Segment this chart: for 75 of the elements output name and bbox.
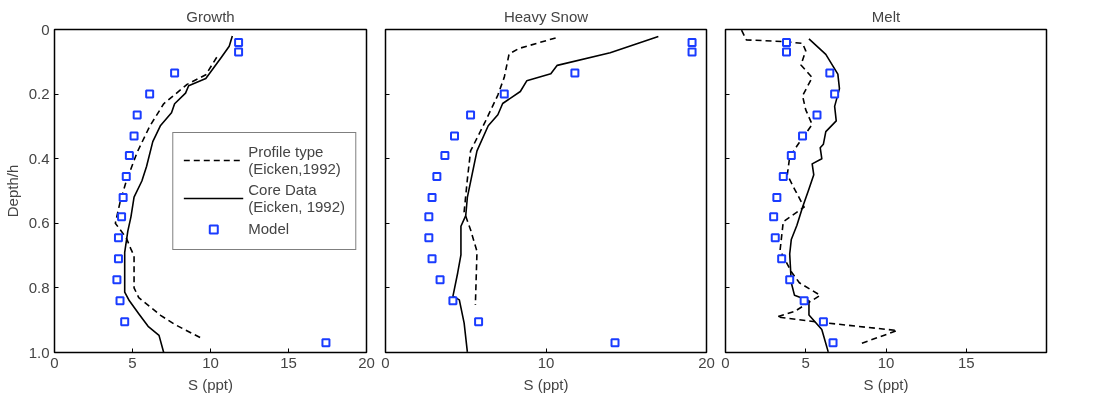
point bbox=[129, 131, 139, 141]
point bbox=[781, 37, 791, 47]
legend-label: Profile type (Eicken,1992) bbox=[248, 142, 341, 177]
point bbox=[687, 47, 697, 57]
point bbox=[818, 317, 828, 327]
point bbox=[830, 89, 840, 99]
y-tick-label: 0.6 bbox=[28, 214, 50, 232]
legend-label: Core Data (Eicken, 1992) bbox=[248, 180, 345, 215]
point bbox=[132, 110, 142, 120]
point bbox=[772, 192, 782, 202]
chart-title: Melt bbox=[871, 7, 901, 25]
point bbox=[499, 89, 509, 99]
point bbox=[777, 254, 787, 264]
point bbox=[124, 150, 134, 160]
point bbox=[786, 150, 796, 160]
x-tick-label: 10 bbox=[537, 353, 555, 371]
x-axis-title: S (ppt) bbox=[863, 375, 909, 393]
point bbox=[427, 254, 437, 264]
y-tick-label: 0 bbox=[41, 20, 50, 38]
x-tick-label: 5 bbox=[128, 353, 137, 371]
point bbox=[435, 275, 445, 285]
y-tick-label: 0.2 bbox=[28, 85, 50, 103]
point bbox=[778, 171, 788, 181]
x-tick-label: 0 bbox=[381, 353, 390, 371]
point bbox=[570, 68, 580, 78]
x-tick-label: 5 bbox=[801, 353, 810, 371]
point bbox=[798, 131, 808, 141]
point bbox=[170, 68, 180, 78]
point bbox=[450, 131, 460, 141]
point bbox=[424, 233, 434, 243]
y-tick-label: 0.4 bbox=[28, 149, 50, 167]
x-tick-label: 15 bbox=[280, 353, 297, 371]
point bbox=[113, 254, 123, 264]
point bbox=[121, 171, 131, 181]
point bbox=[117, 212, 127, 222]
point bbox=[120, 317, 130, 327]
point bbox=[770, 233, 780, 243]
point bbox=[427, 192, 437, 202]
point bbox=[321, 338, 331, 348]
point bbox=[825, 68, 835, 78]
point bbox=[118, 192, 128, 202]
point bbox=[781, 47, 791, 57]
x-axis-title: S (ppt) bbox=[523, 375, 569, 393]
y-tick-label: 0.8 bbox=[28, 278, 50, 296]
point bbox=[769, 212, 779, 222]
point bbox=[234, 47, 244, 57]
x-tick-label: 10 bbox=[202, 353, 219, 371]
chart-title: Heavy Snow bbox=[503, 7, 589, 25]
point bbox=[610, 338, 620, 348]
x-tick-label: 20 bbox=[358, 353, 375, 371]
point bbox=[145, 89, 155, 99]
x-tick-label: 0 bbox=[721, 353, 730, 371]
point bbox=[115, 296, 125, 306]
point bbox=[113, 233, 123, 243]
point bbox=[432, 171, 442, 181]
point bbox=[474, 317, 484, 327]
point bbox=[440, 150, 450, 160]
y-axis-title: Depth/h bbox=[3, 164, 21, 218]
point bbox=[687, 37, 697, 47]
chart-title: Growth bbox=[186, 7, 235, 25]
x-axis-title: S (ppt) bbox=[187, 375, 234, 393]
point bbox=[466, 110, 476, 120]
point bbox=[448, 296, 458, 306]
point bbox=[828, 338, 838, 348]
legend-label: Model bbox=[248, 220, 290, 237]
point bbox=[234, 37, 244, 47]
point bbox=[799, 296, 809, 306]
x-tick-label: 20 bbox=[698, 353, 715, 371]
y-tick-label: 1.0 bbox=[28, 343, 50, 361]
point bbox=[812, 110, 822, 120]
point bbox=[424, 212, 434, 222]
point bbox=[785, 275, 795, 285]
x-tick-label: 10 bbox=[877, 353, 895, 371]
x-tick-label: 15 bbox=[957, 353, 975, 371]
point bbox=[112, 275, 122, 285]
